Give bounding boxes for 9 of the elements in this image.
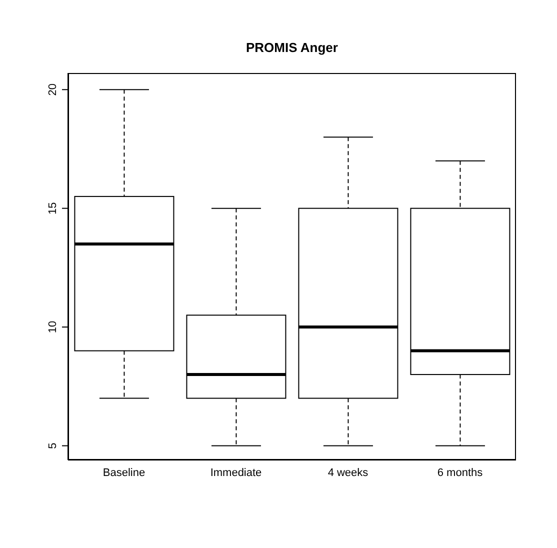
x-tick-label: 4 weeks (328, 466, 369, 479)
x-tick-label: Immediate (210, 466, 262, 479)
y-tick-label: 15 (47, 202, 59, 214)
chart-title: PROMIS Anger (245, 40, 339, 55)
y-tick-label: 10 (47, 320, 59, 334)
y-tick-label: 20 (47, 83, 59, 96)
x-tick-label: 6 months (437, 466, 484, 479)
y-tick-label: 5 (47, 442, 59, 449)
x-tick-label: Baseline (102, 466, 146, 479)
